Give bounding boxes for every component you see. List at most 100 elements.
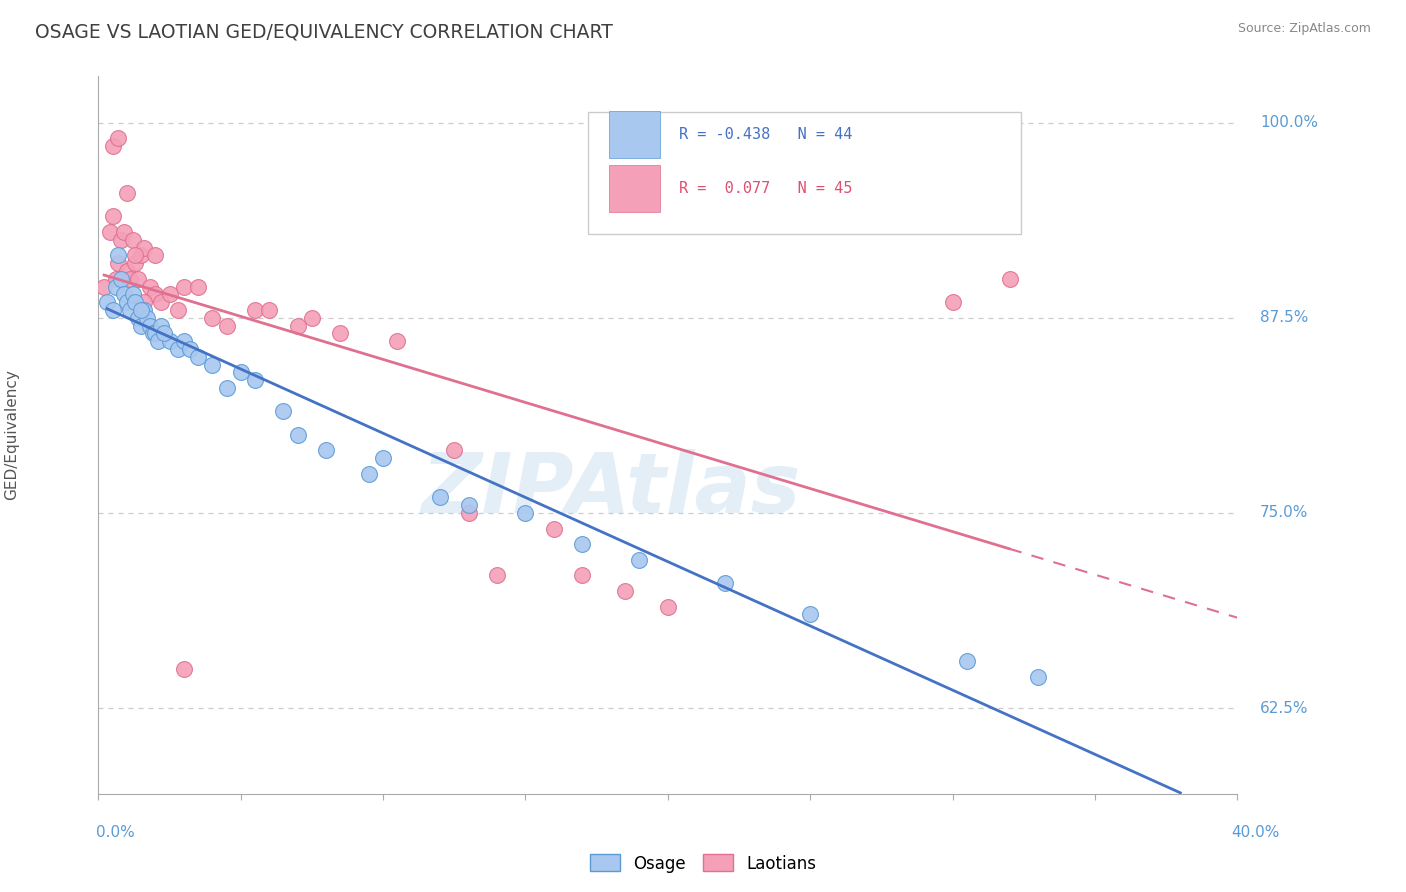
Point	[387, 334, 409, 348]
Point	[571, 537, 593, 551]
Point	[132, 240, 155, 254]
Point	[956, 654, 979, 668]
Point	[457, 498, 479, 512]
Point	[357, 467, 380, 481]
Point	[115, 295, 138, 310]
Point	[799, 607, 821, 622]
Point	[614, 583, 637, 598]
Point	[571, 568, 593, 582]
Point	[121, 233, 143, 247]
Point	[112, 287, 135, 301]
Point	[129, 302, 152, 317]
Text: 0.0%: 0.0%	[96, 825, 135, 840]
Point	[229, 366, 252, 380]
Point	[201, 358, 224, 372]
Point	[315, 443, 337, 458]
Point	[243, 373, 266, 387]
FancyBboxPatch shape	[609, 165, 659, 211]
Point	[215, 381, 238, 395]
Point	[115, 264, 138, 278]
Text: 87.5%: 87.5%	[1260, 310, 1309, 326]
Point	[486, 568, 509, 582]
Point	[107, 131, 129, 145]
Point	[287, 318, 309, 333]
Text: ZIPAtlas: ZIPAtlas	[422, 449, 800, 530]
Text: OSAGE VS LAOTIAN GED/EQUIVALENCY CORRELATION CHART: OSAGE VS LAOTIAN GED/EQUIVALENCY CORRELA…	[35, 22, 613, 41]
Point	[429, 490, 451, 504]
Text: 100.0%: 100.0%	[1260, 115, 1317, 130]
Point	[124, 295, 146, 310]
Point	[141, 326, 163, 341]
Point	[179, 342, 201, 356]
Point	[96, 295, 118, 310]
Point	[998, 271, 1021, 285]
Point	[110, 233, 132, 247]
Point	[714, 576, 737, 591]
Point	[115, 186, 138, 200]
Point	[132, 295, 155, 310]
Point	[159, 287, 181, 301]
Point	[127, 310, 149, 325]
Point	[135, 310, 157, 325]
FancyBboxPatch shape	[609, 112, 659, 158]
Text: 62.5%: 62.5%	[1260, 700, 1309, 715]
Point	[145, 287, 167, 301]
Point	[301, 310, 323, 325]
Point	[515, 506, 537, 520]
Point	[93, 279, 115, 293]
Point	[657, 599, 679, 614]
Point	[215, 318, 238, 333]
Point	[371, 451, 394, 466]
Point	[167, 302, 190, 317]
Point	[98, 225, 121, 239]
Point	[118, 302, 141, 317]
Point	[628, 552, 651, 567]
Point	[543, 521, 565, 535]
Legend: Osage, Laotians: Osage, Laotians	[583, 847, 823, 880]
Text: GED/Equivalency: GED/Equivalency	[4, 369, 18, 500]
Point	[287, 427, 309, 442]
Point	[107, 248, 129, 262]
Point	[121, 287, 143, 301]
Point	[259, 302, 281, 317]
Point	[101, 139, 124, 153]
Point	[101, 302, 124, 317]
Point	[167, 342, 190, 356]
Point	[159, 334, 181, 348]
Point	[273, 404, 295, 418]
Point	[112, 225, 135, 239]
Text: 75.0%: 75.0%	[1260, 506, 1309, 520]
Point	[148, 334, 170, 348]
Point	[187, 350, 209, 364]
Point	[127, 271, 149, 285]
Point	[104, 279, 127, 293]
Point	[101, 209, 124, 223]
Point	[153, 326, 176, 341]
Text: 40.0%: 40.0%	[1232, 825, 1279, 840]
Point	[145, 326, 167, 341]
Point	[1026, 670, 1049, 684]
Point	[129, 248, 152, 262]
Point	[118, 271, 141, 285]
Point	[457, 506, 479, 520]
Point	[107, 256, 129, 270]
Point	[124, 248, 146, 262]
Point	[243, 302, 266, 317]
Text: R =  0.077   N = 45: R = 0.077 N = 45	[679, 181, 852, 196]
Point	[104, 271, 127, 285]
Text: R = -0.438   N = 44: R = -0.438 N = 44	[679, 128, 852, 142]
Point	[138, 279, 160, 293]
Point	[138, 318, 160, 333]
Point	[150, 295, 173, 310]
Point	[187, 279, 209, 293]
Point	[150, 318, 173, 333]
Point	[173, 662, 195, 676]
Point	[110, 271, 132, 285]
Point	[124, 256, 146, 270]
Point	[129, 318, 152, 333]
FancyBboxPatch shape	[588, 112, 1021, 234]
Point	[173, 334, 195, 348]
Point	[173, 279, 195, 293]
Point	[942, 295, 965, 310]
Point	[329, 326, 352, 341]
